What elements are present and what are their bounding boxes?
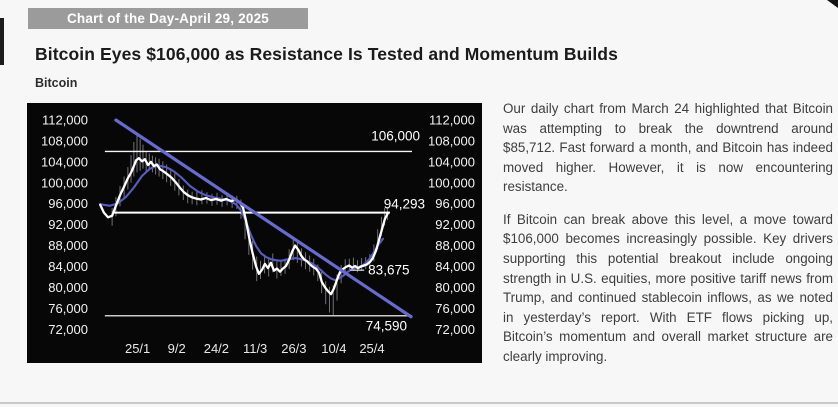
svg-text:74,590: 74,590 [366, 319, 407, 334]
svg-text:96,000: 96,000 [435, 196, 475, 211]
svg-text:25/1: 25/1 [125, 341, 150, 356]
svg-text:96,000: 96,000 [48, 196, 88, 211]
commentary-paragraph-1: Our daily chart from March 24 highlighte… [503, 101, 833, 195]
left-edge-decoration [0, 18, 4, 65]
svg-text:106,000: 106,000 [371, 128, 420, 143]
svg-text:108,000: 108,000 [41, 133, 88, 148]
svg-text:112,000: 112,000 [42, 113, 88, 128]
svg-text:92,000: 92,000 [48, 217, 88, 232]
svg-text:100,000: 100,000 [41, 175, 88, 190]
commentary-paragraph-2: If Bitcoin can break above this level, a… [503, 211, 833, 364]
svg-text:83,675: 83,675 [368, 263, 409, 278]
svg-text:10/4: 10/4 [321, 341, 346, 356]
svg-text:80,000: 80,000 [48, 280, 88, 295]
svg-text:24/2: 24/2 [204, 341, 229, 356]
svg-text:26/3: 26/3 [281, 341, 306, 356]
svg-text:76,000: 76,000 [48, 301, 88, 316]
svg-text:9/2: 9/2 [168, 341, 186, 356]
commentary: Our daily chart from March 24 highlighte… [503, 99, 833, 379]
svg-text:100,000: 100,000 [428, 175, 475, 190]
headline: Bitcoin Eyes $106,000 as Resistance Is T… [35, 44, 618, 64]
svg-text:76,000: 76,000 [435, 301, 475, 316]
svg-text:72,000: 72,000 [435, 322, 475, 337]
bitcoin-chart: 106,000 94,293 74,590 83,675 112,000 112,000 1… [27, 103, 482, 363]
chart-canvas: 106,000 94,293 74,590 83,675 112,000 112,000 1… [41, 113, 475, 357]
chart-of-day-badge: Chart of the Day-April 29, 2025 [28, 8, 308, 29]
badge-label: Chart of the Day-April 29, 2025 [66, 11, 269, 26]
svg-text:88,000: 88,000 [48, 238, 88, 253]
svg-text:11/3: 11/3 [243, 341, 267, 356]
downtrend-line [114, 118, 413, 319]
svg-text:104,000: 104,000 [428, 154, 475, 169]
svg-text:84,000: 84,000 [435, 259, 475, 274]
top-right-corner-mark [827, 0, 838, 8]
svg-text:108,000: 108,000 [428, 133, 475, 148]
svg-text:80,000: 80,000 [435, 280, 475, 295]
chart-title: Bitcoin [35, 76, 78, 90]
svg-text:84,000: 84,000 [48, 259, 88, 274]
svg-text:104,000: 104,000 [41, 154, 88, 169]
svg-text:25/4: 25/4 [359, 341, 384, 356]
svg-text:72,000: 72,000 [48, 322, 88, 337]
moving-average [99, 164, 385, 282]
svg-text:88,000: 88,000 [435, 238, 475, 253]
svg-text:94,293: 94,293 [384, 197, 425, 212]
svg-text:112,000: 112,000 [429, 113, 475, 128]
bottom-divider [0, 402, 838, 404]
btc-price [99, 157, 390, 296]
svg-text:92,000: 92,000 [435, 217, 475, 232]
